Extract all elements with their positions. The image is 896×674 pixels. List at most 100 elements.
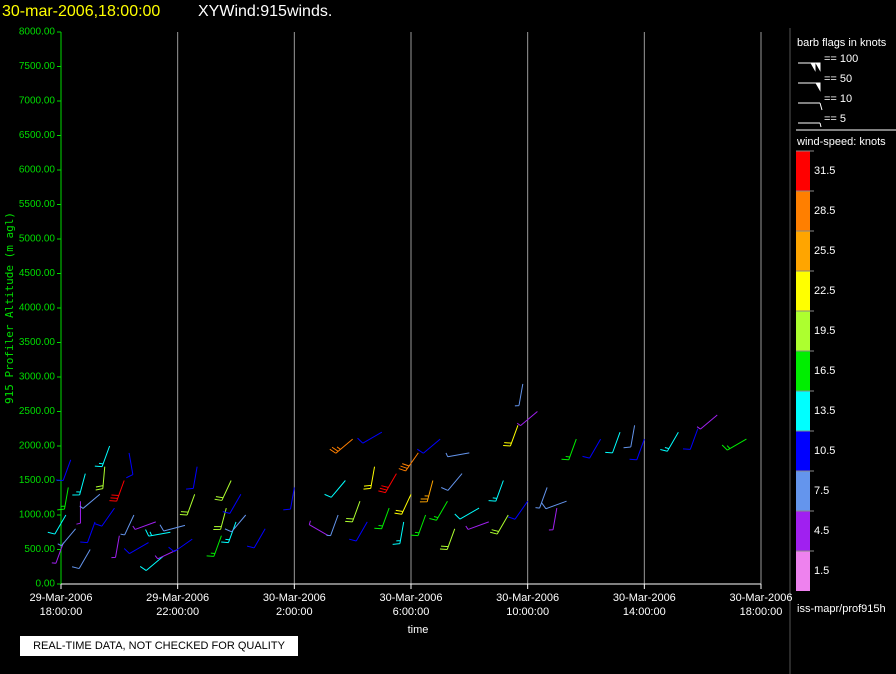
- wind-barb: [179, 494, 196, 516]
- wind-barb: [363, 466, 376, 490]
- y-axis-label: 915 Profiler Altitude (m agl): [3, 212, 16, 404]
- x-tick-label: 2:00:00: [276, 606, 313, 618]
- wind-barb: [71, 549, 91, 570]
- wind-barb: [488, 480, 504, 502]
- wind-barb: [213, 507, 227, 530]
- wind-barb: [392, 521, 405, 545]
- wind-barb: [660, 431, 679, 452]
- flag-legend-label: == 5: [824, 113, 846, 125]
- y-tick-label: 6000.00: [19, 165, 56, 176]
- wind-barb: [441, 473, 463, 491]
- wind-barb: [109, 480, 125, 502]
- wind-barb: [561, 438, 577, 461]
- wind-barb: [57, 487, 69, 511]
- flag-legend-icon: [798, 122, 822, 128]
- wind-barb: [94, 445, 111, 468]
- x-tick-label: 18:00:00: [740, 606, 783, 618]
- flag-legend-label: == 50: [824, 73, 852, 85]
- wind-barb: [682, 428, 699, 450]
- wind-barb: [398, 452, 419, 472]
- wind-barb: [503, 425, 519, 447]
- wind-barb: [357, 431, 383, 444]
- y-tick-label: 8000.00: [19, 27, 56, 38]
- wind-barb: [206, 535, 222, 557]
- wind-barb: [214, 480, 232, 501]
- footer: REAL-TIME DATA, NOT CHECKED FOR QUALITY: [33, 640, 285, 652]
- wind-barb: [221, 521, 237, 544]
- x-tick-label: 30-Mar-2006: [380, 592, 443, 604]
- wind-barb: [159, 524, 186, 532]
- wind-barb: [123, 542, 149, 555]
- wind-barb: [154, 549, 178, 560]
- y-tick-label: 3500.00: [19, 337, 56, 348]
- wind-barb: [417, 438, 441, 454]
- colorbar-cell: [796, 311, 810, 351]
- wind-barb: [345, 501, 361, 523]
- wind-barb: [324, 480, 346, 498]
- wind-barb: [79, 493, 101, 509]
- wind-barb: [516, 411, 538, 427]
- x-tick-label: 18:00:00: [40, 606, 83, 618]
- y-tick-label: 1500.00: [19, 475, 56, 486]
- wind-barb: [605, 432, 621, 454]
- flag-legend-title: barb flags in knots: [797, 37, 887, 49]
- wind-barb: [629, 438, 645, 461]
- x-tick-label: 22:00:00: [156, 606, 199, 618]
- wind-barb: [410, 514, 427, 537]
- source: iss-mapr/prof915h: [797, 603, 886, 615]
- colorbar-label: 10.5: [814, 445, 835, 457]
- x-tick-label: 10:00:00: [506, 606, 549, 618]
- wind-barb: [429, 500, 448, 521]
- x-tick-label: 30-Mar-2006: [263, 592, 326, 604]
- wind-barb: [349, 521, 368, 542]
- wind-barb: [696, 414, 718, 430]
- wind-barb: [95, 466, 106, 491]
- colorbar-cell: [796, 551, 810, 591]
- wind-barb: [439, 528, 456, 550]
- x-axis-label: time: [408, 624, 429, 636]
- colorbar-title: wind-speed: knots: [796, 136, 886, 148]
- y-tick-label: 7500.00: [19, 61, 56, 72]
- y-tick-label: 1000.00: [19, 510, 56, 521]
- x-tick-label: 6:00:00: [393, 606, 430, 618]
- colorbar-label: 1.5: [814, 565, 829, 577]
- wind-barb: [132, 521, 156, 530]
- wind-barb: [541, 500, 567, 510]
- wind-barb: [490, 514, 509, 535]
- wind-barb: [378, 473, 397, 494]
- wind-barb: [465, 521, 489, 530]
- colorbar-label: 19.5: [814, 325, 835, 337]
- wind-barb: [57, 528, 76, 547]
- x-tick-label: 30-Mar-2006: [613, 592, 676, 604]
- wind-barb: [419, 480, 434, 503]
- wind-barb: [394, 494, 412, 515]
- y-tick-label: 2500.00: [19, 406, 56, 417]
- y-tick-label: 2000.00: [19, 441, 56, 452]
- wind-barb: [508, 500, 529, 520]
- wind-barb: [582, 438, 602, 459]
- wind-barb: [246, 528, 266, 549]
- wind-barb: [326, 514, 339, 537]
- colorbar-cell: [796, 431, 810, 471]
- wind-barb: [721, 438, 747, 451]
- chart-title: 30-mar-2006,18:00:00: [2, 3, 160, 20]
- colorbar-label: 31.5: [814, 165, 835, 177]
- colorbar-label: 13.5: [814, 405, 835, 417]
- wind-barb: [535, 487, 548, 509]
- colorbar-cell: [796, 391, 810, 431]
- footer-box: [20, 636, 298, 656]
- y-tick-label: 0.00: [36, 579, 56, 590]
- colorbar-cell: [796, 511, 810, 551]
- wind-barb: [126, 452, 134, 479]
- wind-barb: [168, 538, 193, 553]
- wind-barb: [548, 508, 558, 531]
- wind-barb: [111, 535, 120, 559]
- flag-legend-label: == 10: [824, 93, 852, 105]
- wind-barb: [139, 556, 164, 571]
- wind-barb: [76, 501, 81, 525]
- colorbar-label: 25.5: [814, 245, 835, 257]
- wind-barb: [94, 507, 115, 527]
- colorbar-cell: [796, 471, 810, 511]
